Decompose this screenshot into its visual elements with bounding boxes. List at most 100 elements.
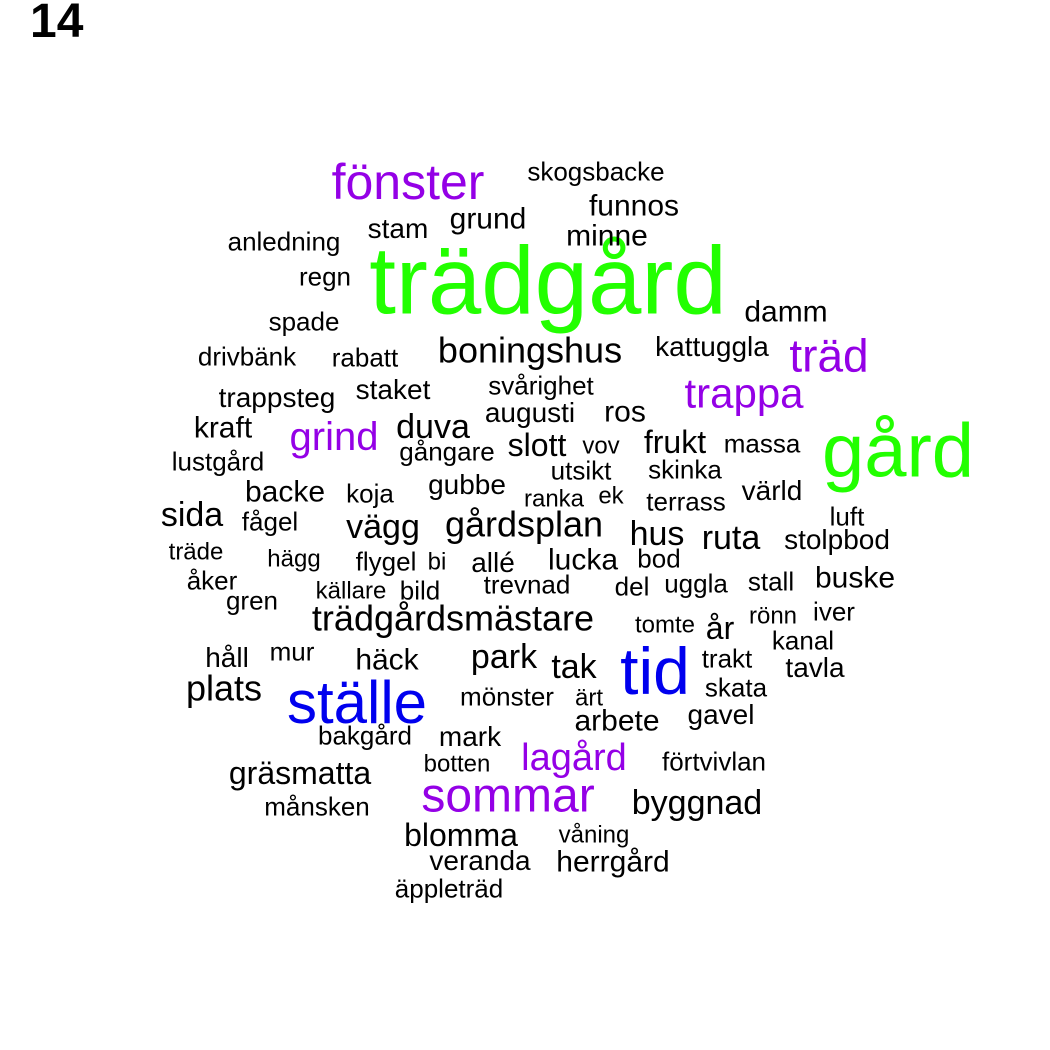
word-tavla: tavla: [785, 652, 845, 684]
word-hack: häck: [355, 643, 419, 677]
word-funnos: funnos: [588, 189, 680, 223]
word-stolpbod: stolpbod: [784, 524, 890, 556]
word-ros: ros: [604, 395, 646, 429]
word-augusti: augusti: [484, 397, 576, 429]
word-sommar: sommar: [421, 769, 595, 823]
word-grasmatta: gräsmatta: [228, 754, 372, 791]
word-fonster: fönster: [331, 154, 485, 210]
word-del: del: [614, 571, 650, 602]
word-stalle: ställe: [286, 668, 428, 736]
word-stam: stam: [367, 213, 429, 245]
word-lucka: lucka: [547, 543, 619, 577]
word-sida: sida: [160, 496, 224, 535]
word-hagg: hägg: [267, 545, 321, 573]
word-trevnad: trevnad: [483, 569, 571, 600]
word-gardsplan: gårdsplan: [444, 503, 604, 545]
word-minne: minne: [566, 219, 648, 253]
word-trappsteg: trappsteg: [218, 382, 336, 414]
word-tak: tak: [551, 648, 597, 687]
word-drivbank: drivbänk: [197, 341, 297, 372]
word-fagel: fågel: [241, 506, 299, 537]
word-blomma: blomma: [404, 816, 518, 853]
word-botten: botten: [423, 750, 491, 778]
word-lustgard: lustgård: [171, 446, 265, 477]
word-frukt: frukt: [643, 423, 707, 460]
word-kattuggla: kattuggla: [655, 331, 769, 363]
word-aker: åker: [186, 565, 238, 596]
word-luft: luft: [829, 501, 865, 532]
word-terrass: terrass: [646, 486, 726, 517]
word-alle: allé: [471, 547, 515, 579]
word-kanal: kanal: [771, 625, 835, 656]
word-gavel: gavel: [687, 699, 755, 731]
word-herrgard: herrgård: [556, 845, 670, 879]
figure-number: 14: [30, 0, 84, 48]
word-mark: mark: [438, 721, 502, 753]
word-ruta: ruta: [701, 519, 761, 558]
word-trakt: trakt: [701, 643, 753, 674]
word-skinka: skinka: [648, 454, 722, 485]
word-gubbe: gubbe: [428, 469, 506, 501]
word-byggnad: byggnad: [631, 784, 763, 823]
word-duva: duva: [396, 408, 470, 447]
word-mur: mur: [269, 636, 315, 667]
word-hus: hus: [629, 515, 685, 554]
word-varld: värld: [741, 475, 803, 507]
word-flygel: flygel: [355, 546, 417, 577]
word-hall: håll: [205, 642, 249, 674]
word-monster: mönster: [460, 681, 554, 712]
word-gard: gård: [821, 408, 975, 494]
word-spade: spade: [268, 306, 340, 337]
word-tomte: tomte: [634, 611, 696, 639]
word-mansken: månsken: [264, 791, 370, 822]
word-vaning: våning: [558, 821, 630, 849]
word-koja: koja: [346, 478, 394, 509]
word-buske: buske: [814, 561, 896, 595]
word-ronn: rönn: [748, 602, 798, 630]
word-boningshus: boningshus: [437, 329, 623, 371]
word-trappa: trappa: [684, 369, 804, 417]
word-uggla: uggla: [664, 568, 728, 599]
word-tradgardsmastare: trädgårdsmästare: [311, 597, 595, 639]
word-trad: träd: [789, 329, 869, 382]
word-kallare: källare: [315, 577, 387, 605]
word-anledning: anledning: [227, 226, 341, 257]
word-art: ärt: [574, 684, 604, 712]
word-ranka: ranka: [523, 485, 585, 513]
word-backe: backe: [244, 475, 326, 509]
word-gangare: gångare: [399, 436, 495, 467]
word-skogsbacke: skogsbacke: [527, 156, 665, 187]
word-stall: stall: [747, 566, 795, 597]
word-regn: regn: [298, 261, 352, 292]
word-rabatt: rabatt: [331, 342, 399, 373]
word-slott: slott: [507, 426, 567, 463]
word-veranda: veranda: [429, 845, 531, 877]
word-tid: tid: [620, 633, 690, 708]
word-skata: skata: [704, 672, 768, 703]
word-park: park: [470, 638, 538, 677]
word-staket: staket: [355, 374, 431, 406]
word-grind: grind: [289, 415, 379, 460]
word-bod: bod: [637, 543, 681, 574]
word-vagg: vägg: [346, 508, 420, 547]
word-arbete: arbete: [574, 704, 660, 738]
word-kraft: kraft: [193, 411, 253, 445]
word-bild: bild: [399, 575, 441, 606]
word-damm: damm: [744, 295, 828, 329]
word-lagard: lagård: [521, 736, 627, 779]
word-iver: iver: [813, 596, 855, 627]
word-plats: plats: [185, 667, 263, 709]
word-massa: massa: [723, 428, 801, 459]
word-ek: ek: [598, 482, 624, 510]
word-fortvivlan: förtvivlan: [661, 746, 767, 777]
word-grund: grund: [449, 202, 527, 236]
word-appletrad: äppleträd: [394, 873, 504, 904]
word-trade: träde: [168, 538, 224, 566]
word-ar: år: [705, 609, 735, 646]
word-bi: bi: [427, 548, 447, 576]
word-utsikt: utsikt: [550, 455, 612, 486]
word-gren: gren: [225, 585, 279, 616]
word-svarighet: svårighet: [488, 370, 594, 401]
